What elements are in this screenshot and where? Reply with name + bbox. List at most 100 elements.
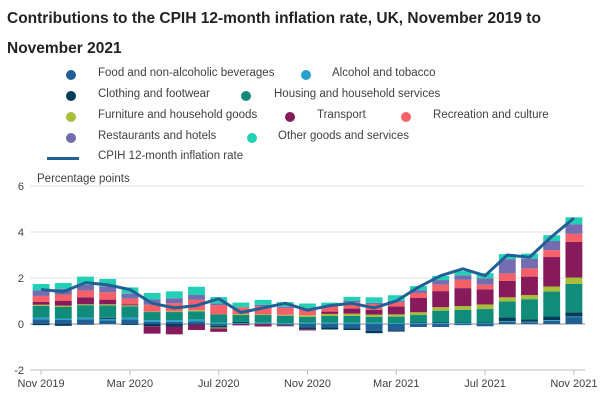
bar-segment — [432, 291, 450, 308]
bar-segment — [565, 317, 583, 324]
bar-segment — [99, 317, 117, 319]
bar-segment — [387, 330, 405, 332]
bar-segment — [165, 298, 183, 304]
bar-segment — [143, 326, 161, 334]
y-tick-label: 0 — [18, 319, 24, 331]
y-tick-label: 6 — [18, 181, 24, 193]
bar-segment — [565, 283, 583, 313]
x-tick-label: Nov 2020 — [284, 378, 331, 390]
bar-segment — [543, 320, 561, 324]
bar-segment — [410, 312, 427, 316]
bar-segment — [432, 323, 450, 324]
bar-segment — [476, 304, 494, 310]
bar-segment — [410, 298, 427, 313]
legend-swatch — [66, 133, 76, 143]
bar-segment — [143, 292, 161, 300]
bar-segment — [143, 321, 161, 324]
bar-segment — [276, 325, 294, 327]
bar-segment — [32, 305, 50, 318]
bar-segment — [99, 292, 117, 300]
bar-segment — [365, 309, 383, 315]
bar-segment — [143, 320, 161, 322]
bar-segment — [565, 224, 583, 234]
bar-segment — [188, 311, 205, 320]
bar-segment — [210, 327, 228, 329]
bar-segment — [32, 290, 50, 296]
bar-segment — [432, 284, 450, 292]
bar-segment — [454, 288, 472, 307]
bar-segment — [565, 217, 583, 225]
bar-segment — [343, 322, 361, 324]
bar-segment — [210, 324, 228, 326]
x-tick-label: Jul 2021 — [464, 378, 506, 390]
legend-label: Restaurants and hotels — [98, 130, 217, 142]
bar-segment — [210, 328, 228, 332]
bar-segment — [254, 304, 272, 307]
bar-segment — [498, 321, 516, 324]
bar-segment — [254, 315, 272, 323]
bar-segment — [321, 324, 339, 328]
bar-segment — [498, 317, 516, 322]
bar-segment — [498, 301, 516, 318]
bar-segment — [232, 307, 250, 315]
legend-swatch — [285, 112, 295, 122]
bar-segment — [254, 306, 272, 315]
legend-label: Housing and household services — [274, 88, 441, 100]
bar-segment — [365, 322, 383, 324]
bar-segment — [321, 315, 339, 323]
bar-segment — [454, 322, 472, 324]
bar-segment — [299, 322, 316, 324]
bar-segment — [165, 311, 183, 313]
bar-segment — [543, 240, 561, 251]
bar-segment — [121, 324, 139, 325]
bar-segment — [454, 309, 472, 323]
bar-segment — [454, 324, 472, 326]
bar-segment — [365, 297, 383, 303]
bar-segment — [232, 321, 250, 324]
bar-segment — [343, 324, 361, 329]
legend-label: Alcohol and tobacco — [332, 67, 436, 79]
bar-segment — [77, 305, 94, 318]
legend-swatch — [247, 133, 257, 143]
bar-segment — [432, 322, 450, 324]
bar-segment — [188, 324, 205, 325]
bar-segment — [410, 323, 427, 324]
legend-swatch — [66, 91, 76, 101]
bar-segment — [77, 324, 94, 325]
bar-segment — [276, 315, 294, 324]
bar-segment — [299, 315, 316, 317]
bar-segment — [565, 312, 583, 317]
bar-segment — [143, 324, 161, 327]
bar-segment — [432, 280, 450, 285]
bar-segment — [565, 316, 583, 318]
bar-segment — [521, 322, 538, 324]
bar-segment — [210, 303, 228, 306]
bar-segment — [543, 257, 561, 287]
bar-segment — [410, 292, 427, 299]
bar-segment — [410, 322, 427, 324]
bar-segment — [165, 324, 183, 327]
bar-segment — [32, 283, 50, 291]
bar-segment — [77, 290, 94, 298]
y-tick-label: 4 — [18, 227, 24, 239]
legend-swatch — [66, 70, 76, 80]
bar-segment — [165, 312, 183, 321]
bar-segment — [77, 297, 94, 305]
bar-segment — [188, 286, 205, 296]
y-axis-label: Percentage points — [37, 173, 130, 185]
bar-segment — [299, 327, 316, 330]
bar-segment — [365, 302, 383, 304]
bar-segment — [521, 319, 538, 322]
bar-segment — [54, 318, 72, 320]
bar-segment — [543, 286, 561, 292]
bar-segment — [143, 312, 161, 321]
bar-segment — [476, 323, 494, 324]
bar-segment — [410, 315, 427, 323]
bar-segment — [387, 316, 405, 324]
bar-segment — [99, 318, 117, 321]
bar-segment — [121, 305, 139, 307]
bar-segment — [121, 304, 139, 306]
bar-segment — [454, 275, 472, 280]
bar-segment — [165, 326, 183, 335]
